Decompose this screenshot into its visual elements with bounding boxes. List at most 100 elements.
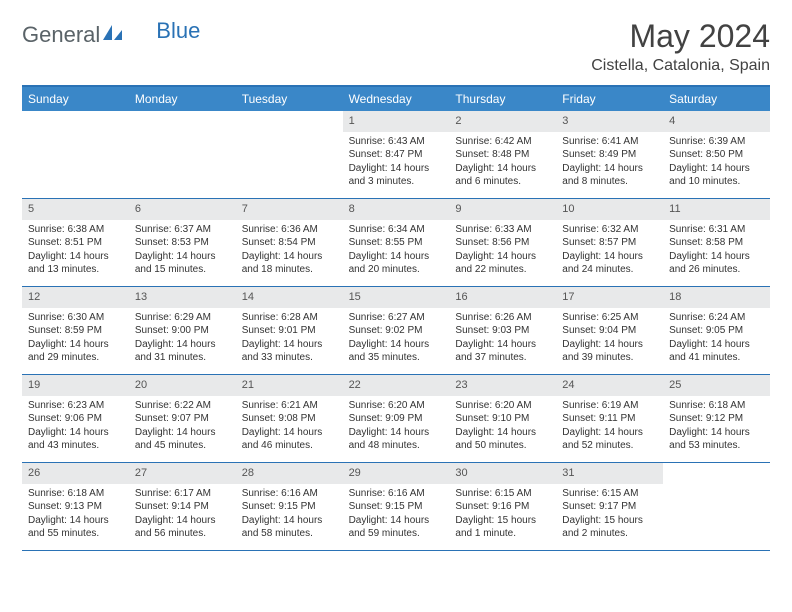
daylight-line: Daylight: 14 hours and 26 minutes. bbox=[669, 250, 764, 277]
sunrise-line: Sunrise: 6:23 AM bbox=[28, 399, 123, 413]
sunrise-line: Sunrise: 6:16 AM bbox=[242, 487, 337, 501]
day-content: Sunrise: 6:33 AMSunset: 8:56 PMDaylight:… bbox=[449, 220, 556, 283]
day-number: 8 bbox=[343, 199, 450, 220]
day-content: Sunrise: 6:16 AMSunset: 9:15 PMDaylight:… bbox=[343, 484, 450, 547]
daylight-line: Daylight: 14 hours and 46 minutes. bbox=[242, 426, 337, 453]
sunset-line: Sunset: 9:00 PM bbox=[135, 324, 230, 338]
daylight-line: Daylight: 14 hours and 37 minutes. bbox=[455, 338, 550, 365]
day-content: Sunrise: 6:23 AMSunset: 9:06 PMDaylight:… bbox=[22, 396, 129, 459]
day-number: 24 bbox=[556, 375, 663, 396]
day-cell: 6Sunrise: 6:37 AMSunset: 8:53 PMDaylight… bbox=[129, 199, 236, 287]
daylight-line: Daylight: 14 hours and 35 minutes. bbox=[349, 338, 444, 365]
day-content: Sunrise: 6:18 AMSunset: 9:13 PMDaylight:… bbox=[22, 484, 129, 547]
day-content: Sunrise: 6:30 AMSunset: 8:59 PMDaylight:… bbox=[22, 308, 129, 371]
sunset-line: Sunset: 9:08 PM bbox=[242, 412, 337, 426]
calendar-table: SundayMondayTuesdayWednesdayThursdayFrid… bbox=[22, 85, 770, 551]
day-number: 5 bbox=[22, 199, 129, 220]
daylight-line: Daylight: 15 hours and 2 minutes. bbox=[562, 514, 657, 541]
day-number: 7 bbox=[236, 199, 343, 220]
day-number: 11 bbox=[663, 199, 770, 220]
day-number: 19 bbox=[22, 375, 129, 396]
day-number: 6 bbox=[129, 199, 236, 220]
logo-sail-icon bbox=[102, 24, 124, 47]
day-number: 15 bbox=[343, 287, 450, 308]
sunrise-line: Sunrise: 6:41 AM bbox=[562, 135, 657, 149]
sunset-line: Sunset: 9:04 PM bbox=[562, 324, 657, 338]
day-content: Sunrise: 6:25 AMSunset: 9:04 PMDaylight:… bbox=[556, 308, 663, 371]
day-content: Sunrise: 6:27 AMSunset: 9:02 PMDaylight:… bbox=[343, 308, 450, 371]
location-text: Cistella, Catalonia, Spain bbox=[591, 57, 770, 75]
day-content: Sunrise: 6:15 AMSunset: 9:16 PMDaylight:… bbox=[449, 484, 556, 547]
day-content: Sunrise: 6:21 AMSunset: 9:08 PMDaylight:… bbox=[236, 396, 343, 459]
day-number: 29 bbox=[343, 463, 450, 484]
daylight-line: Daylight: 14 hours and 15 minutes. bbox=[135, 250, 230, 277]
day-number: 17 bbox=[556, 287, 663, 308]
sunrise-line: Sunrise: 6:36 AM bbox=[242, 223, 337, 237]
sunset-line: Sunset: 9:02 PM bbox=[349, 324, 444, 338]
sunset-line: Sunset: 9:11 PM bbox=[562, 412, 657, 426]
daylight-line: Daylight: 14 hours and 31 minutes. bbox=[135, 338, 230, 365]
sunrise-line: Sunrise: 6:20 AM bbox=[455, 399, 550, 413]
day-cell: 17Sunrise: 6:25 AMSunset: 9:04 PMDayligh… bbox=[556, 287, 663, 375]
sunrise-line: Sunrise: 6:25 AM bbox=[562, 311, 657, 325]
sunset-line: Sunset: 9:16 PM bbox=[455, 500, 550, 514]
month-title: May 2024 bbox=[591, 18, 770, 55]
daylight-line: Daylight: 14 hours and 18 minutes. bbox=[242, 250, 337, 277]
day-content: Sunrise: 6:42 AMSunset: 8:48 PMDaylight:… bbox=[449, 132, 556, 195]
day-cell: 23Sunrise: 6:20 AMSunset: 9:10 PMDayligh… bbox=[449, 375, 556, 463]
sunrise-line: Sunrise: 6:34 AM bbox=[349, 223, 444, 237]
day-content: Sunrise: 6:20 AMSunset: 9:09 PMDaylight:… bbox=[343, 396, 450, 459]
day-header: Tuesday bbox=[236, 87, 343, 111]
daylight-line: Daylight: 14 hours and 3 minutes. bbox=[349, 162, 444, 189]
calendar-header-row: SundayMondayTuesdayWednesdayThursdayFrid… bbox=[22, 87, 770, 111]
empty-cell bbox=[663, 463, 770, 551]
sunrise-line: Sunrise: 6:19 AM bbox=[562, 399, 657, 413]
daylight-line: Daylight: 14 hours and 41 minutes. bbox=[669, 338, 764, 365]
day-content: Sunrise: 6:22 AMSunset: 9:07 PMDaylight:… bbox=[129, 396, 236, 459]
sunset-line: Sunset: 8:54 PM bbox=[242, 236, 337, 250]
day-content: Sunrise: 6:39 AMSunset: 8:50 PMDaylight:… bbox=[663, 132, 770, 195]
sunrise-line: Sunrise: 6:30 AM bbox=[28, 311, 123, 325]
day-number: 27 bbox=[129, 463, 236, 484]
sunrise-line: Sunrise: 6:21 AM bbox=[242, 399, 337, 413]
day-content: Sunrise: 6:28 AMSunset: 9:01 PMDaylight:… bbox=[236, 308, 343, 371]
day-content: Sunrise: 6:37 AMSunset: 8:53 PMDaylight:… bbox=[129, 220, 236, 283]
daylight-line: Daylight: 14 hours and 58 minutes. bbox=[242, 514, 337, 541]
day-number: 28 bbox=[236, 463, 343, 484]
brand-part2: Blue bbox=[156, 18, 200, 44]
calendar-body: 1Sunrise: 6:43 AMSunset: 8:47 PMDaylight… bbox=[22, 111, 770, 551]
day-number: 20 bbox=[129, 375, 236, 396]
sunset-line: Sunset: 9:13 PM bbox=[28, 500, 123, 514]
sunset-line: Sunset: 8:59 PM bbox=[28, 324, 123, 338]
day-content: Sunrise: 6:16 AMSunset: 9:15 PMDaylight:… bbox=[236, 484, 343, 547]
sunrise-line: Sunrise: 6:24 AM bbox=[669, 311, 764, 325]
day-cell: 31Sunrise: 6:15 AMSunset: 9:17 PMDayligh… bbox=[556, 463, 663, 551]
sunrise-line: Sunrise: 6:20 AM bbox=[349, 399, 444, 413]
sunrise-line: Sunrise: 6:22 AM bbox=[135, 399, 230, 413]
sunrise-line: Sunrise: 6:15 AM bbox=[455, 487, 550, 501]
sunset-line: Sunset: 9:01 PM bbox=[242, 324, 337, 338]
sunset-line: Sunset: 8:58 PM bbox=[669, 236, 764, 250]
sunrise-line: Sunrise: 6:29 AM bbox=[135, 311, 230, 325]
day-number: 30 bbox=[449, 463, 556, 484]
day-number: 26 bbox=[22, 463, 129, 484]
sunset-line: Sunset: 8:57 PM bbox=[562, 236, 657, 250]
sunrise-line: Sunrise: 6:31 AM bbox=[669, 223, 764, 237]
day-number: 31 bbox=[556, 463, 663, 484]
day-number: 1 bbox=[343, 111, 450, 132]
day-content: Sunrise: 6:38 AMSunset: 8:51 PMDaylight:… bbox=[22, 220, 129, 283]
day-number: 3 bbox=[556, 111, 663, 132]
sunset-line: Sunset: 9:14 PM bbox=[135, 500, 230, 514]
daylight-line: Daylight: 14 hours and 59 minutes. bbox=[349, 514, 444, 541]
day-number: 12 bbox=[22, 287, 129, 308]
day-number: 22 bbox=[343, 375, 450, 396]
day-cell: 21Sunrise: 6:21 AMSunset: 9:08 PMDayligh… bbox=[236, 375, 343, 463]
day-cell: 10Sunrise: 6:32 AMSunset: 8:57 PMDayligh… bbox=[556, 199, 663, 287]
header: General Blue May 2024 Cistella, Cataloni… bbox=[22, 18, 770, 75]
day-content: Sunrise: 6:17 AMSunset: 9:14 PMDaylight:… bbox=[129, 484, 236, 547]
sunrise-line: Sunrise: 6:33 AM bbox=[455, 223, 550, 237]
daylight-line: Daylight: 14 hours and 56 minutes. bbox=[135, 514, 230, 541]
sunset-line: Sunset: 8:56 PM bbox=[455, 236, 550, 250]
sunset-line: Sunset: 8:48 PM bbox=[455, 148, 550, 162]
day-cell: 11 Sunrise: 6:31 AMSunset: 8:58 PMDayligh… bbox=[663, 199, 770, 287]
